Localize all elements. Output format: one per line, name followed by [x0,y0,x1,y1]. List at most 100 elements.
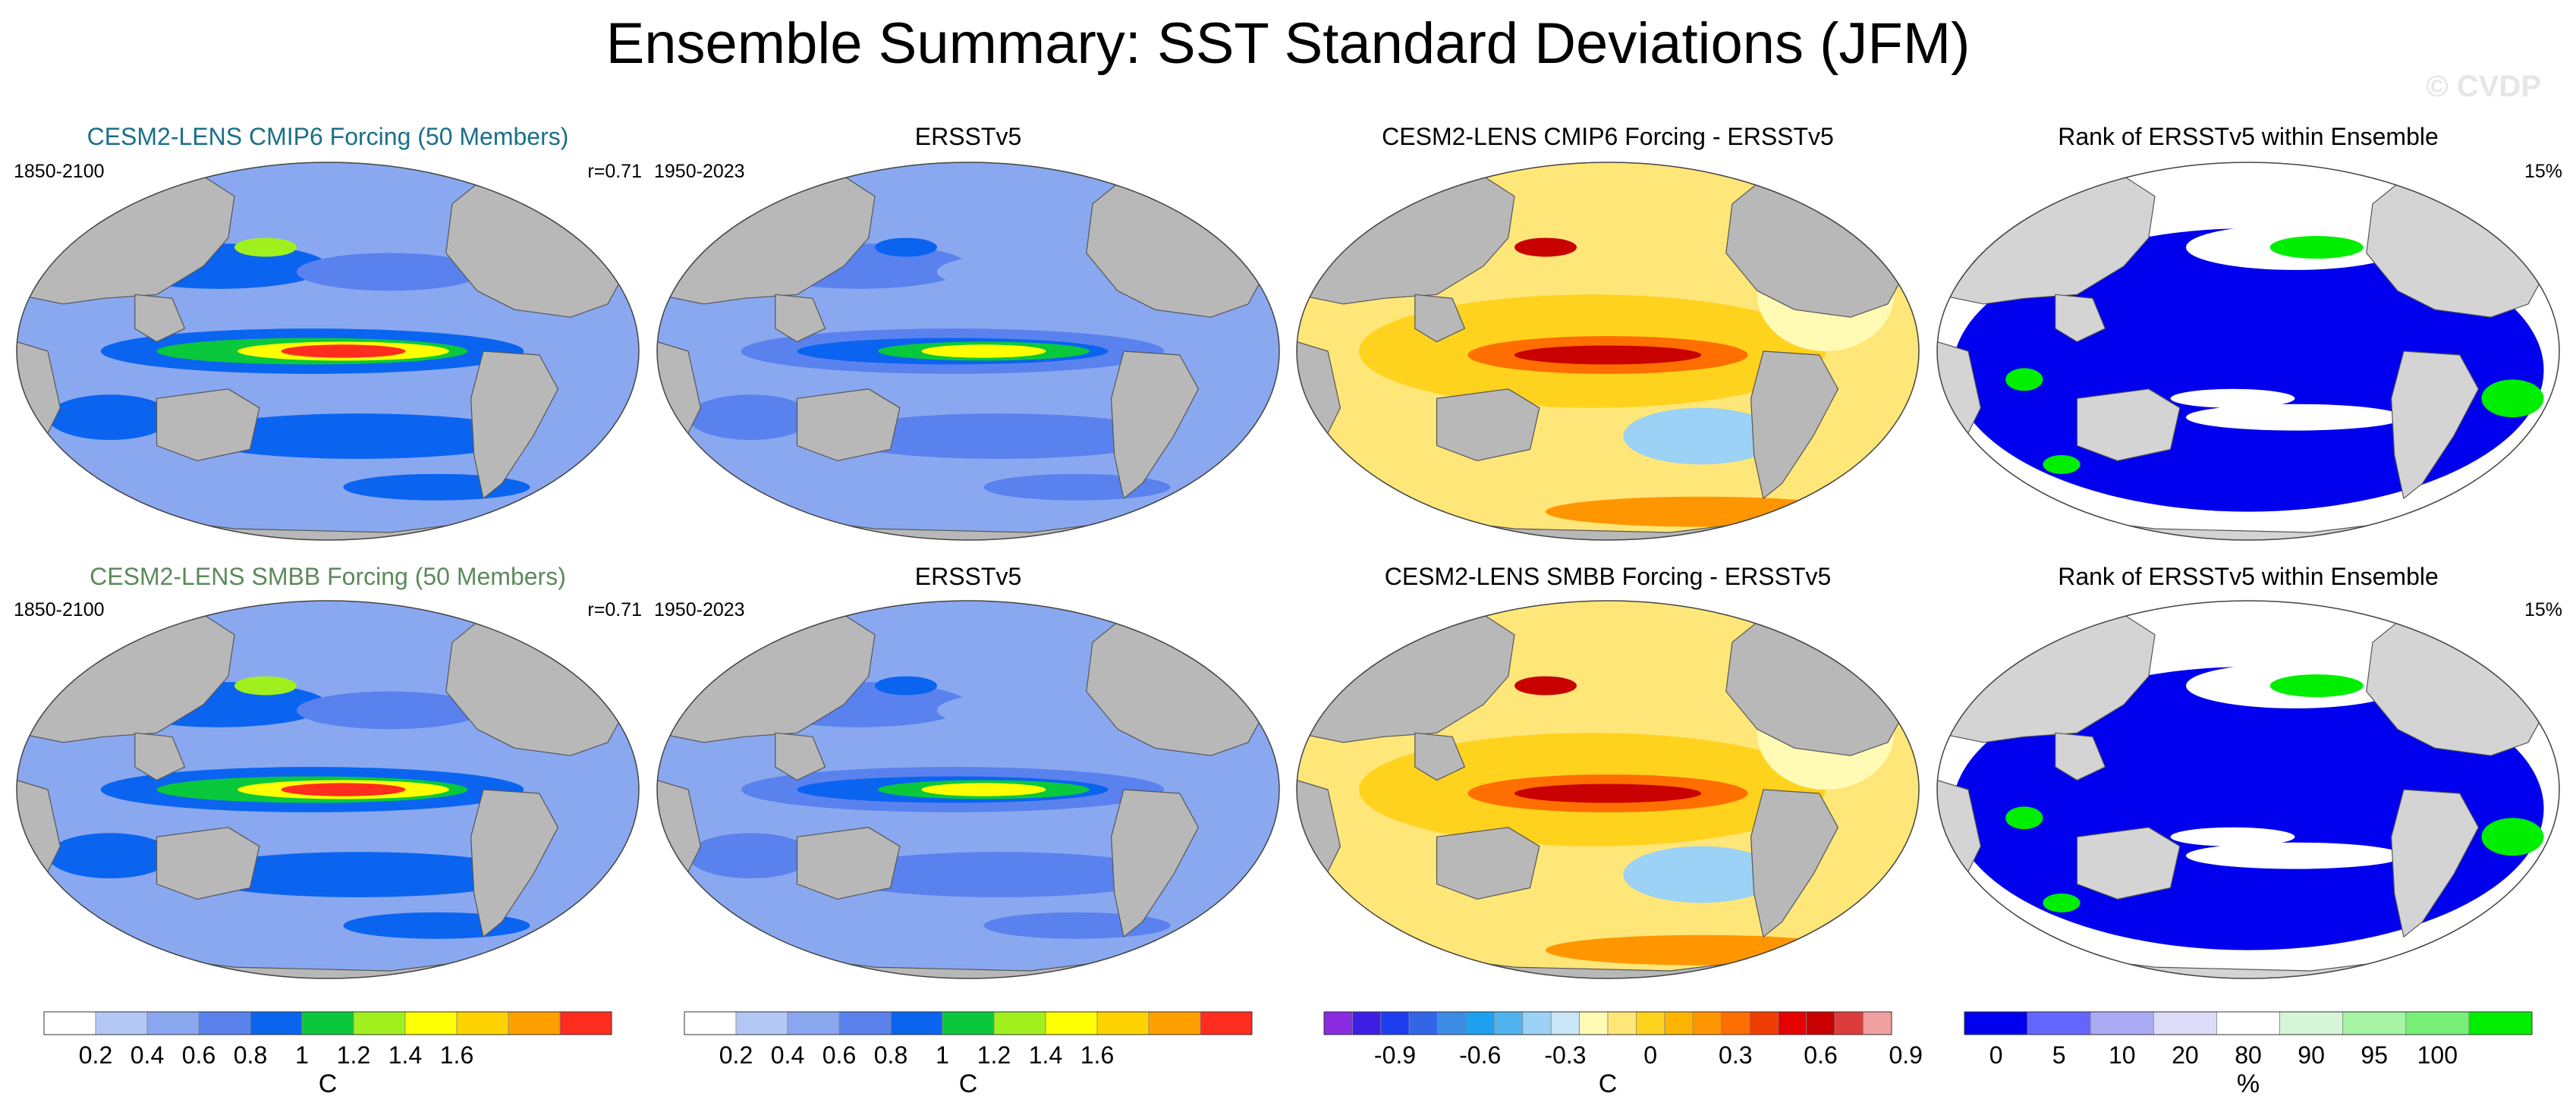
map-border [1296,162,1920,541]
field-contour [297,691,483,730]
colorbar-box [2342,1011,2407,1035]
colorbar-box [735,1011,788,1035]
land-se-asia [2055,732,2106,781]
colorbar-tick-label: 1.4 [1029,1041,1062,1069]
field-contour [1514,345,1701,365]
colorbar-tick-label: 95 [2361,1041,2388,1069]
land-south-america [1111,789,1199,938]
colorbar-box [2153,1011,2217,1035]
colorbar-box [1380,1011,1410,1035]
colorbar-tick-label: 1 [295,1041,309,1069]
colorbar-tick-label: 90 [2298,1041,2325,1069]
colorbar-box [1607,1011,1637,1035]
colorbar-box [43,1011,96,1035]
land-greenland [2496,165,2554,220]
map-border [656,162,1280,541]
colorbar-tick-label: 0.4 [131,1041,164,1069]
colorbar-box [838,1011,892,1035]
land-greenland [2496,604,2554,658]
map-border [1936,162,2560,541]
colorbar-box [301,1011,354,1035]
diff-map [1296,600,1920,979]
field-contour [1514,237,1577,257]
land-australia [796,827,901,900]
map-border [16,162,640,541]
colorbar-unit-label: C [959,1069,978,1098]
colorbar-box [1352,1011,1382,1035]
colorbar-tick-label: 1.4 [388,1041,422,1069]
pattern-correlation-label: r=0.71 [587,599,642,620]
colorbar-box [1664,1011,1694,1035]
land-australia [796,388,901,461]
land-se-asia [1414,294,1465,343]
land-australia [2076,827,2181,900]
land-australia [1436,388,1540,461]
land-south-america [470,350,558,499]
colorbar-tick-label: 1.6 [440,1041,473,1069]
land-australia [156,388,260,461]
diff-colorbar: -0.9 -0.6 -0.3 0 0.3 0.6 0.9 C [1323,1011,1923,1098]
land-south-america [1750,350,1838,499]
field-contour [2043,454,2081,474]
field-contour [1514,784,1701,803]
colorbar-tick-label: 20 [2172,1041,2199,1069]
panel-title: CESM2-LENS CMIP6 Forcing (50 Members) [86,123,569,150]
colorbar-tick-label: 1 [936,1041,949,1069]
colorbar-box [1437,1011,1467,1035]
colorbar-box [1863,1011,1892,1035]
field-contour [2186,404,2404,431]
colorbar-box [1778,1011,1807,1035]
field-contour [2005,368,2043,391]
field-contour [234,237,297,257]
colorbar-tick-label: 0.4 [771,1041,804,1069]
panel-title: ERSSTv5 [914,123,1022,150]
colorbar-box [2090,1011,2154,1035]
colorbar-box [559,1011,612,1035]
rank-map [1936,600,2560,979]
field-contour [281,344,406,358]
colorbar-box [1806,1011,1835,1035]
field-contour [48,833,172,879]
colorbar-tick-label: 0.2 [79,1041,112,1069]
field-contour [2005,806,2043,830]
land-south-america [2391,789,2479,938]
rank-colorbar: 0 5 10 20 80 90 95 100% [1964,1011,2533,1098]
main-title: Ensemble Summary: SST Standard Deviation… [605,11,1971,76]
field-contour [2186,842,2404,869]
field-contour [875,237,937,257]
colorbar-box [1579,1011,1609,1035]
land-greenland [1216,604,1274,658]
field-contour [281,783,406,796]
colorbar-box [942,1011,995,1035]
land-australia [2076,388,2181,461]
colorbar-unit-label: C [319,1069,338,1098]
period-label: 1950-2023 [654,599,745,620]
field-contour [234,676,297,696]
colorbar-tick-label: 0.9 [1889,1041,1922,1069]
period-label: 1850-2100 [14,599,105,620]
field-contour [2170,388,2295,408]
panel-title: Rank of ERSSTv5 within Ensemble [2058,123,2439,150]
colorbar-tick-label: 5 [2052,1041,2066,1069]
period-label: 1850-2100 [14,161,105,182]
map-border [1296,600,1920,979]
panel-title: CESM2-LENS SMBB Forcing - ERSSTv5 [1384,563,1832,590]
map-border [16,600,640,979]
field-contour [1514,676,1577,696]
map-border [656,600,1280,979]
map-border [1936,600,2560,979]
land-greenland [1856,165,1914,220]
period-label: 1950-2023 [654,161,745,182]
field-contour [2481,379,2544,418]
colorbar-tick-label: 0.6 [182,1041,215,1069]
colorbar-tick-label: 1.6 [1080,1041,1114,1069]
colorbar-tick-label: 0 [1989,1041,2003,1069]
panel-title: CESM2-LENS CMIP6 Forcing - ERSSTv5 [1382,123,1834,150]
colorbar-box [1045,1011,1098,1035]
colorbar-box [993,1011,1046,1035]
rank-percent-label: 15% [2524,161,2562,182]
land-se-asia [775,294,826,343]
watermark: © CVDP [2426,70,2541,103]
std-map [16,600,640,979]
colorbar-box [353,1011,406,1035]
